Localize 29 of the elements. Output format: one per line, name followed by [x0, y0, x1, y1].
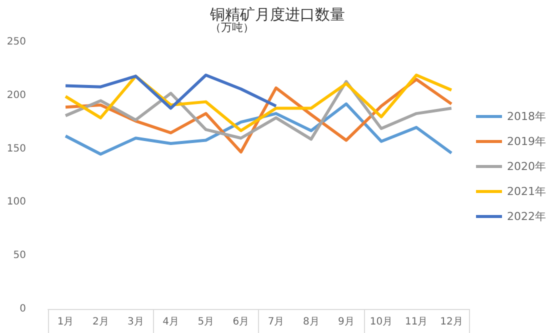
x-tick-label: 7月: [268, 316, 284, 328]
x-tick-label: 3月: [128, 316, 144, 328]
x-tick-label: 9月: [338, 316, 354, 328]
y-tick-label: 0: [20, 304, 26, 314]
y-tick-label: 250: [6, 36, 26, 48]
x-tick-label: 12月: [440, 316, 463, 328]
legend-label: 2018年: [507, 110, 546, 123]
x-tick-label: 6月: [232, 316, 250, 328]
y-tick-label: 50: [13, 250, 26, 262]
legend-label: 2022年: [507, 210, 546, 223]
x-tick-label: 11月: [405, 316, 428, 328]
y-tick-label: 100: [6, 196, 26, 208]
line-series: [64, 102, 453, 156]
x-tick-label: 1月: [57, 316, 74, 328]
line-series: [64, 74, 453, 132]
x-tick-label: 8月: [302, 316, 320, 328]
y-tick-label: 150: [6, 143, 26, 154]
chart-title: 铜精矿月度进口数量: [209, 6, 345, 24]
x-tick-label: 10月: [370, 316, 393, 328]
chart-subtitle: （万吨）: [210, 21, 254, 34]
x-tick-label: 4月: [162, 316, 179, 328]
line-series: [64, 74, 278, 110]
legend-label: 2020年: [507, 160, 546, 173]
line-series: [64, 80, 453, 141]
x-tick-label: 2月: [92, 316, 109, 328]
legend-label: 2019年: [507, 135, 546, 148]
x-tick-label: 5月: [198, 316, 214, 328]
y-tick-label: 200: [6, 90, 26, 101]
legend-label: 2021年: [507, 185, 546, 198]
